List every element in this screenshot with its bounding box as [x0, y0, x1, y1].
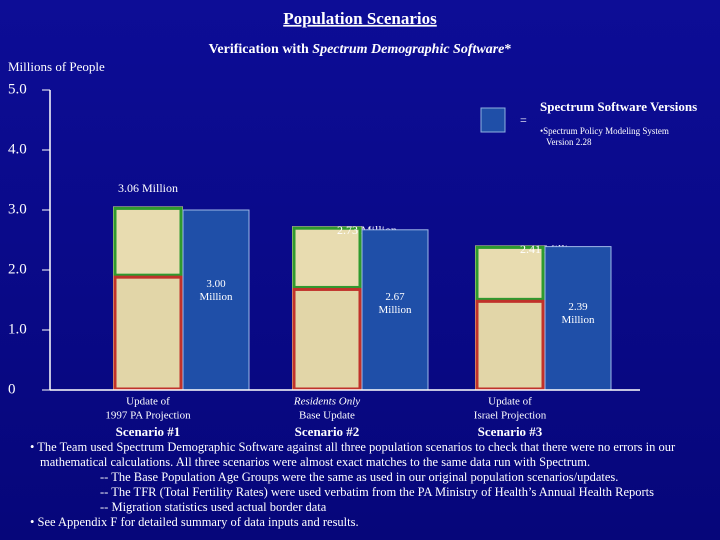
legend-swatch: [480, 107, 506, 133]
chart-subtitle: Verification with Spectrum Demographic S…: [209, 42, 512, 57]
y-axis-label: Millions of People: [8, 59, 105, 74]
item: -- Migration statistics used actual bord…: [100, 500, 327, 514]
category-description: 1997 PA Projection: [105, 410, 191, 422]
category-description: Update of: [488, 396, 532, 408]
chart-title: Population Scenarios: [283, 9, 437, 28]
value-label: 3.00 Million: [199, 278, 233, 304]
item: -- The Base Population Age Groups were t…: [100, 470, 619, 484]
map-top: [113, 206, 183, 277]
legend-equals: =: [520, 113, 527, 127]
bar: [361, 229, 429, 391]
value-label-box: 2.67 Million: [378, 290, 412, 316]
x-tick-label: Scenario #3: [478, 424, 543, 439]
map-top: [475, 245, 545, 301]
value-label: 3.06 Million: [118, 181, 178, 195]
subtitle-part: *: [504, 42, 511, 57]
note: • The Team used Spectrum Demographic Sof…: [30, 440, 676, 469]
notes: • The Team used Spectrum Demographic Sof…: [30, 440, 710, 530]
legend-note: •Spectrum Policy Modeling System: [540, 126, 669, 136]
y-tick-label: 0: [8, 381, 16, 397]
y-tick-label: 5.0: [8, 81, 27, 97]
y-tick-label: 2.0: [8, 261, 27, 277]
subtitle-part: Spectrum Demographic Software: [312, 42, 504, 57]
value-label: 2.39 Million: [561, 301, 595, 327]
value-label: 2.67 Million: [378, 290, 412, 316]
chart: Population Scenarios Verification with S…: [8, 9, 697, 439]
y-tick-label: 1.0: [8, 321, 27, 337]
map-top: [292, 226, 362, 289]
item: -- The TFR (Total Fertility Rates) were …: [100, 485, 655, 499]
bar: [182, 209, 250, 391]
category-description: Update of: [126, 396, 170, 408]
legend-label: Spectrum Software Versions: [540, 99, 697, 114]
category-description: Residents Only: [293, 396, 360, 408]
category-description: Base Update: [299, 410, 355, 422]
y-tick-label: 4.0: [8, 141, 27, 157]
map-bottom: [113, 275, 183, 391]
subtitle-part: Verification with: [209, 42, 313, 57]
map-bottom: [475, 299, 545, 391]
value-label-box: 2.39 Million: [561, 301, 595, 327]
value-label-box: 3.00 Million: [199, 278, 233, 304]
category-description: Israel Projection: [474, 410, 547, 422]
x-tick-label: Scenario #2: [295, 424, 360, 439]
note: • See Appendix F for detailed summary of…: [30, 515, 359, 529]
y-tick-label: 3.0: [8, 201, 27, 217]
map-bottom: [292, 287, 362, 391]
x-tick-label: Scenario #1: [116, 424, 181, 439]
legend-note: Version 2.28: [546, 137, 592, 147]
